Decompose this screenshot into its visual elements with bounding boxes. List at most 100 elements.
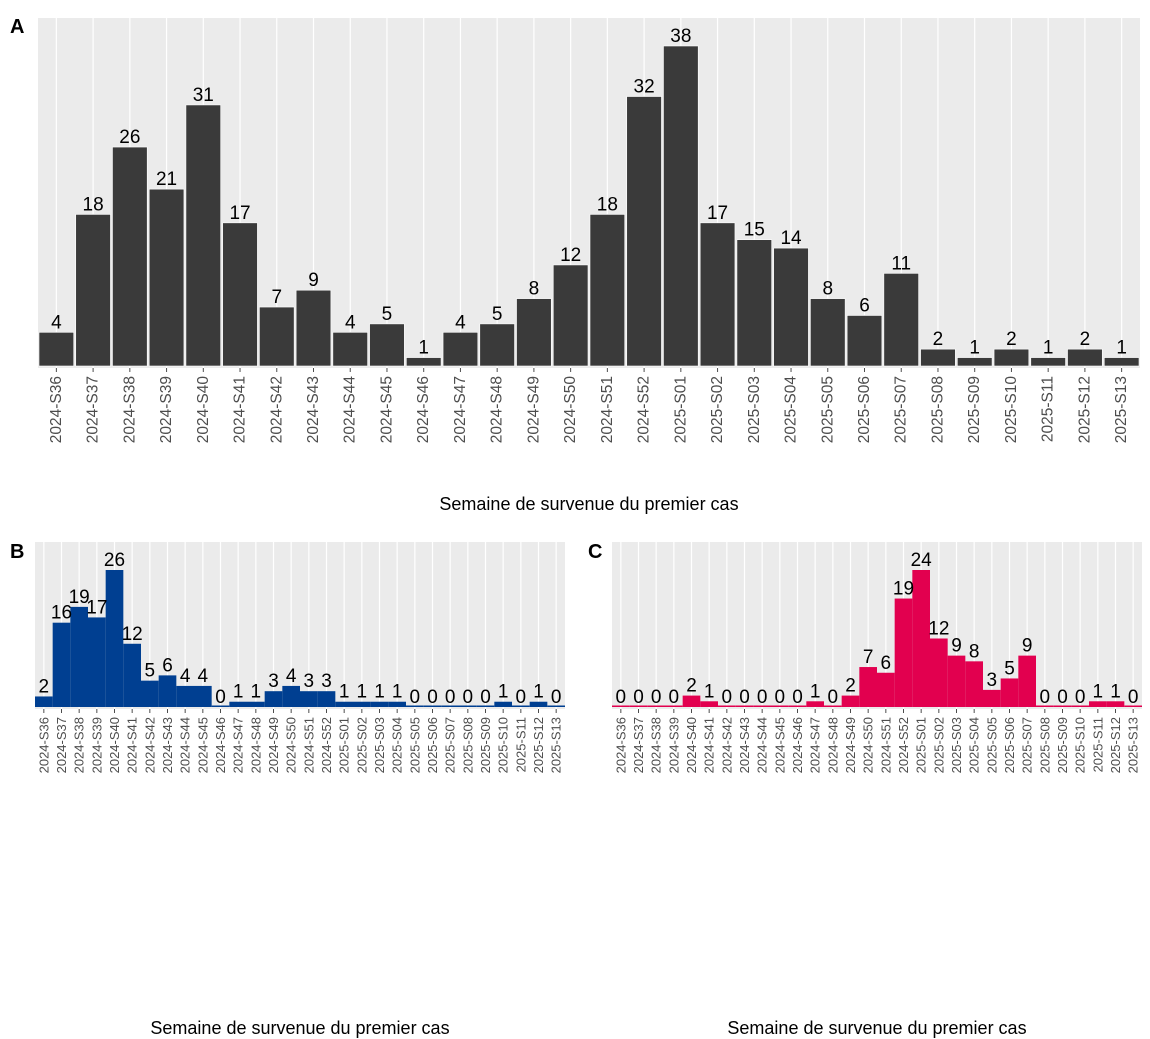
x-tick-label: 2025-S07 <box>443 717 458 773</box>
x-axis-title: Semaine de survenue du premier cas <box>150 1018 449 1038</box>
bar-2024-s48 <box>824 705 842 707</box>
bar-2024-s41 <box>222 222 258 367</box>
x-tick-label: 2025-S08 <box>460 717 475 773</box>
x-tick-label: 2024-S36 <box>613 717 628 773</box>
bar-2024-s46 <box>788 705 807 707</box>
bar-2025-s11 <box>512 705 530 707</box>
bar-2024-s46 <box>406 357 442 367</box>
bar-2024-s50 <box>859 667 877 707</box>
x-tick-label: 2024-S42 <box>719 717 734 773</box>
bar-2024-s45 <box>194 685 212 707</box>
data-label: 0 <box>516 687 527 708</box>
data-label: 17 <box>229 203 250 224</box>
x-tick-label: 2024-S41 <box>232 376 249 443</box>
data-label: 5 <box>492 304 503 325</box>
bar-2024-s36 <box>35 696 53 707</box>
x-tick-label: 2025-S10 <box>496 717 511 773</box>
data-label: 26 <box>104 550 125 571</box>
x-tick-label: 2024-S38 <box>121 376 138 443</box>
data-label: 7 <box>271 287 282 308</box>
x-axis-title: Semaine de survenue du premier cas <box>439 494 738 514</box>
x-tick-label: 2024-S46 <box>213 717 228 773</box>
bar-2024-s48 <box>479 323 515 367</box>
bar-2024-s45 <box>369 323 405 367</box>
x-tick-label: 2024-S44 <box>755 717 770 773</box>
x-tick-label: 2024-S52 <box>896 717 911 773</box>
bar-2025-s08 <box>920 348 956 367</box>
data-label: 6 <box>859 295 870 316</box>
bar-2024-s38 <box>647 705 665 707</box>
bar-2024-s44 <box>753 705 771 707</box>
x-tick-label: 2024-S48 <box>825 717 840 773</box>
x-tick-label: 2024-S42 <box>142 717 157 773</box>
bar-2024-s52 <box>317 691 336 707</box>
bar-2025-s10 <box>494 701 512 707</box>
data-label: 2 <box>1080 329 1091 350</box>
bar-2025-s02 <box>699 222 736 367</box>
data-label: 15 <box>744 220 765 241</box>
data-label: 8 <box>822 279 833 300</box>
data-label: 6 <box>881 653 892 674</box>
bar-2024-s37 <box>75 214 111 367</box>
x-tick-label: 2025-S01 <box>337 717 352 773</box>
data-label: 1 <box>704 681 715 702</box>
x-tick-label: 2025-S13 <box>1113 376 1130 443</box>
bar-2024-s40 <box>105 570 124 707</box>
x-tick-label: 2024-S52 <box>319 717 334 773</box>
data-label: 17 <box>86 597 107 618</box>
bar-2024-s41 <box>123 643 141 707</box>
bar-2025-s03 <box>736 239 772 367</box>
x-tick-label: 2025-S01 <box>672 376 689 443</box>
x-tick-label: 2024-S52 <box>636 376 653 443</box>
x-tick-label: 2025-S10 <box>1073 717 1088 773</box>
data-label: 0 <box>722 687 733 708</box>
x-tick-label: 2025-S08 <box>1037 717 1052 773</box>
data-label: 14 <box>780 228 802 249</box>
x-tick-label: 2025-S01 <box>914 717 929 773</box>
bar-2025-s04 <box>965 661 983 707</box>
bar-2024-s36 <box>38 332 75 367</box>
bar-2025-s10 <box>993 348 1030 367</box>
data-label: 0 <box>445 687 456 708</box>
data-label: 2 <box>845 676 856 697</box>
bar-2025-s01 <box>663 45 699 367</box>
data-label: 4 <box>180 666 191 687</box>
data-label: 31 <box>193 85 214 106</box>
data-label: 0 <box>669 687 680 708</box>
x-tick-label: 2025-S11 <box>1090 717 1105 772</box>
bar-2025-s13 <box>547 705 565 707</box>
x-tick-label: 2025-S09 <box>966 376 983 443</box>
x-tick-label: 2025-S12 <box>531 717 546 773</box>
bar-2025-s06 <box>423 705 442 707</box>
x-tick-label: 2024-S49 <box>843 717 858 773</box>
x-tick-label: 2024-S40 <box>684 717 699 773</box>
data-label: 0 <box>651 687 662 708</box>
bar-2025-s01 <box>912 570 930 707</box>
data-label: 1 <box>374 682 385 703</box>
bar-2025-s09 <box>476 705 495 707</box>
bar-2025-s11 <box>1030 357 1066 367</box>
data-label: 12 <box>122 624 143 645</box>
x-tick-label: 2024-S39 <box>89 717 104 773</box>
x-tick-label: 2024-S45 <box>772 717 787 773</box>
x-tick-label: 2024-S37 <box>631 717 646 773</box>
data-label: 5 <box>145 661 156 682</box>
data-label: 9 <box>1022 636 1033 657</box>
x-tick-label: 2024-S50 <box>562 376 579 444</box>
data-label: 0 <box>1040 687 1051 708</box>
x-tick-label: 2024-S46 <box>790 717 805 773</box>
bar-2024-s48 <box>247 701 265 707</box>
data-label: 1 <box>339 682 350 703</box>
data-label: 6 <box>162 655 173 676</box>
bar-2025-s03 <box>947 655 966 707</box>
bar-2025-s13 <box>1124 705 1142 707</box>
bar-2025-s13 <box>1103 357 1140 367</box>
x-tick-label: 2025-S03 <box>746 376 763 443</box>
data-label: 8 <box>529 279 540 300</box>
data-label: 9 <box>951 636 962 657</box>
x-tick-label: 2025-S05 <box>819 376 836 443</box>
data-label: 1 <box>498 682 509 703</box>
data-label: 0 <box>616 687 627 708</box>
x-tick-label: 2025-S06 <box>1002 717 1017 773</box>
x-tick-label: 2024-S51 <box>878 717 893 773</box>
